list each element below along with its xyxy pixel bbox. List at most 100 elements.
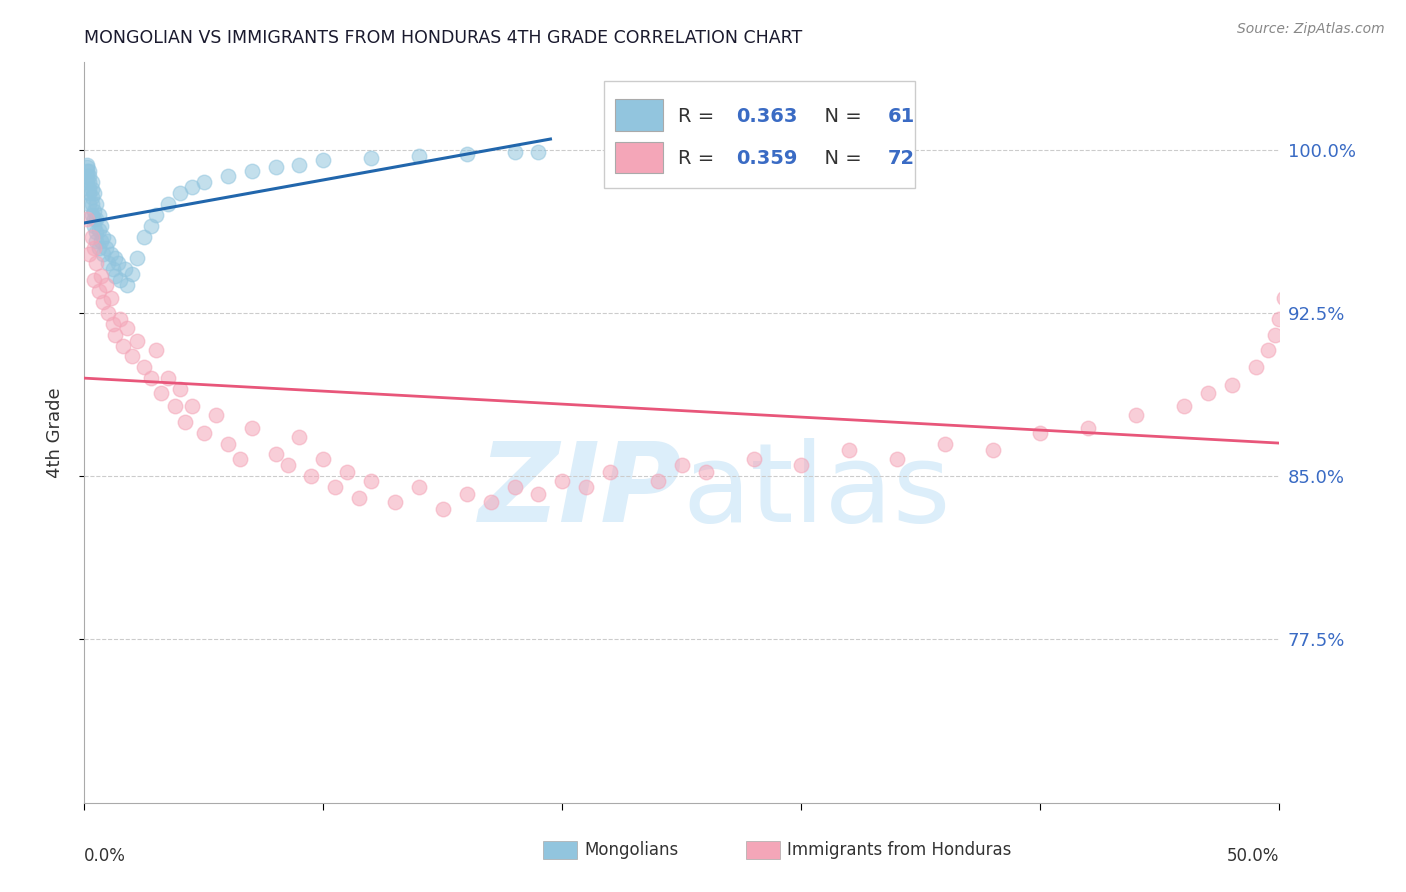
Point [240, 421, 263, 435]
FancyBboxPatch shape [614, 99, 662, 130]
Point [1029, 425, 1052, 440]
Text: MONGOLIAN VS IMMIGRANTS FROM HONDURAS 4TH GRADE CORRELATION CHART: MONGOLIAN VS IMMIGRANTS FROM HONDURAS 4T… [84, 29, 803, 47]
Point [141, 219, 163, 233]
Point [240, 164, 263, 178]
Text: R =: R = [678, 107, 721, 126]
Point [1197, 386, 1219, 401]
FancyBboxPatch shape [605, 81, 915, 188]
Point [157, 197, 180, 211]
Point [671, 458, 693, 473]
Point [1173, 400, 1195, 414]
Point [1264, 327, 1286, 342]
Point [121, 267, 143, 281]
Point [110, 312, 132, 326]
Point [145, 208, 167, 222]
Point [87, 208, 110, 222]
Point [169, 186, 191, 200]
Text: 50.0%: 50.0% [1227, 847, 1279, 865]
Point [83, 186, 105, 200]
Text: 0.0%: 0.0% [84, 847, 127, 865]
Point [336, 465, 359, 479]
Point [838, 443, 860, 458]
Point [384, 495, 406, 509]
Point [205, 408, 228, 422]
Point [551, 474, 574, 488]
Point [86, 225, 108, 239]
Point [80, 229, 103, 244]
Point [111, 338, 134, 352]
Point [277, 458, 299, 473]
Point [90, 234, 112, 248]
Point [77, 247, 100, 261]
Text: N =: N = [813, 149, 868, 169]
Point [360, 474, 382, 488]
Point [360, 151, 382, 165]
Point [100, 291, 122, 305]
Point [141, 371, 163, 385]
Point [229, 451, 252, 466]
Point [77, 169, 100, 183]
Point [301, 469, 323, 483]
Point [1257, 343, 1279, 357]
Point [132, 229, 156, 244]
FancyBboxPatch shape [747, 841, 780, 859]
Point [408, 480, 430, 494]
Point [1268, 312, 1291, 326]
FancyBboxPatch shape [614, 142, 662, 173]
Point [1125, 408, 1147, 422]
Point [117, 277, 139, 292]
Text: 0.359: 0.359 [735, 149, 797, 169]
Point [479, 495, 502, 509]
Point [110, 273, 132, 287]
Point [77, 197, 100, 211]
Point [86, 234, 108, 248]
Point [100, 247, 122, 261]
Point [90, 219, 112, 233]
Point [76, 212, 98, 227]
Point [173, 415, 195, 429]
Point [125, 252, 148, 266]
Point [94, 277, 117, 292]
Point [83, 212, 105, 227]
Point [76, 169, 98, 183]
Point [90, 268, 112, 283]
Point [934, 436, 956, 450]
Point [107, 256, 129, 270]
Point [217, 436, 239, 450]
Y-axis label: 4th Grade: 4th Grade [45, 387, 63, 478]
Point [83, 219, 105, 233]
Point [77, 182, 100, 196]
Point [104, 327, 127, 342]
Point [264, 447, 287, 461]
Text: R =: R = [678, 149, 721, 169]
Point [80, 190, 103, 204]
Point [101, 262, 124, 277]
Point [1272, 291, 1295, 305]
Point [117, 321, 139, 335]
Point [77, 175, 100, 189]
Point [80, 182, 103, 196]
Point [87, 284, 110, 298]
Point [1244, 360, 1267, 375]
Point [742, 451, 765, 466]
Point [193, 425, 215, 440]
Point [76, 160, 98, 174]
Point [181, 179, 204, 194]
Text: N =: N = [813, 107, 868, 126]
Point [80, 175, 103, 189]
Text: atlas: atlas [682, 438, 950, 545]
Point [432, 501, 454, 516]
Point [1220, 377, 1243, 392]
Text: Immigrants from Honduras: Immigrants from Honduras [787, 841, 1011, 859]
Point [76, 175, 98, 189]
Point [312, 451, 335, 466]
Point [132, 360, 156, 375]
Point [157, 371, 180, 385]
Point [86, 256, 108, 270]
Point [76, 164, 98, 178]
Text: 72: 72 [887, 149, 914, 169]
Point [169, 382, 191, 396]
Point [599, 465, 621, 479]
Point [86, 212, 108, 227]
Point [121, 350, 143, 364]
